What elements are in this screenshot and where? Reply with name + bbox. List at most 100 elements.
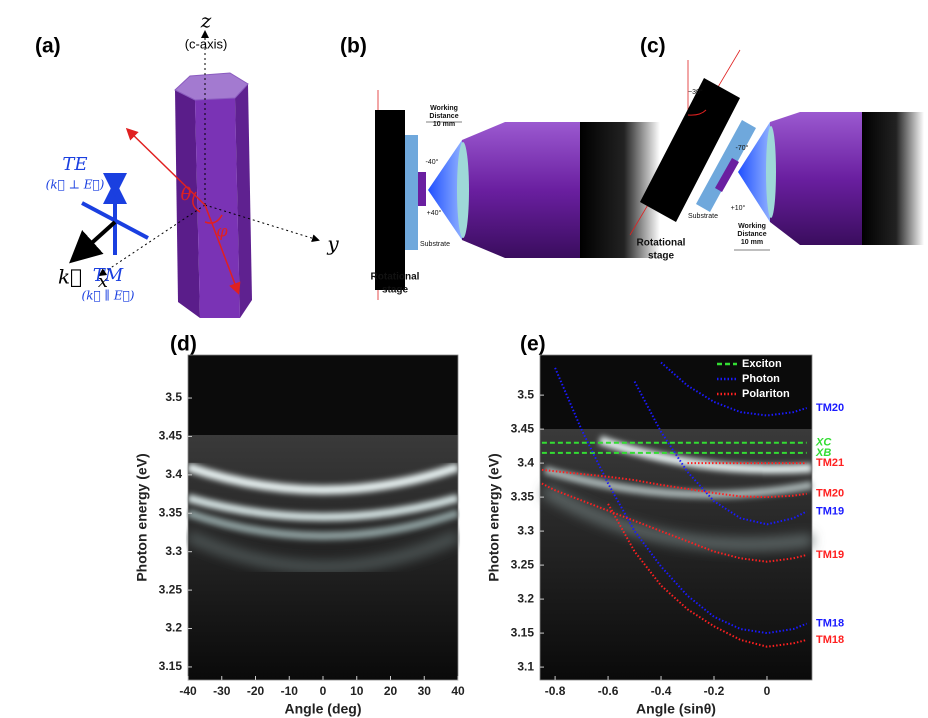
curve-label: TM19	[816, 505, 844, 517]
distance-label: Working	[430, 105, 458, 112]
objective	[770, 112, 862, 245]
image-background	[188, 435, 458, 680]
prism-face	[235, 84, 252, 318]
band	[188, 513, 458, 536]
band	[543, 466, 813, 499]
x-tick-label: -20	[247, 684, 265, 698]
panel-label: (b)	[340, 35, 367, 58]
series-line	[541, 468, 807, 499]
band	[188, 498, 458, 517]
light-cone	[738, 122, 770, 222]
x-tick-label: -0.6	[598, 684, 619, 698]
series-line	[607, 503, 807, 648]
distance-label: 10 mm	[741, 239, 763, 246]
curve-label: TM21	[816, 457, 844, 469]
series-line	[541, 482, 807, 563]
x-tick-label: -0.4	[651, 684, 672, 698]
band	[598, 435, 813, 474]
y-tick-label: 3.3	[165, 544, 182, 558]
panel-b: (b) Working Distance 10 mm -40° +40° Sub…	[340, 35, 660, 300]
y-tick-label: 3.35	[159, 505, 183, 519]
wavevector-label: k⃗	[58, 265, 82, 289]
rotational-stage	[640, 78, 740, 222]
curve-label: TM20	[816, 488, 844, 500]
y-tick-label: 3.1	[517, 659, 534, 673]
lens	[457, 142, 469, 238]
angle-label: -70°	[736, 144, 749, 152]
y-tick-label: 3.4	[517, 455, 534, 469]
legend-label: Photon	[742, 373, 780, 385]
x-axis	[98, 204, 206, 277]
y-tick-label: 3.3	[517, 523, 534, 537]
spectrum-image-d	[188, 355, 458, 680]
panel-label: (a)	[35, 35, 61, 58]
angle-symbol: φ	[216, 222, 228, 241]
x-tick-label: 20	[384, 684, 398, 698]
curve-label: TM18	[816, 634, 844, 646]
y-tick-label: 3.35	[511, 489, 535, 503]
y-tick-label: 3.5	[165, 390, 182, 404]
y-tick-label: 3.25	[159, 582, 183, 596]
panel-label: (c)	[640, 35, 666, 58]
angle-label: -40°	[426, 158, 439, 166]
sample	[418, 172, 426, 206]
prism-face	[195, 98, 240, 318]
k-direction	[125, 127, 206, 206]
axis-name: y	[326, 232, 339, 256]
light-cone	[428, 140, 462, 240]
substrate	[696, 120, 756, 212]
prism-top	[174, 72, 249, 101]
x-tick-label: 30	[418, 684, 432, 698]
x-tick-label: 0	[320, 684, 327, 698]
x-tick-label: 40	[451, 684, 465, 698]
axis-name: z	[200, 9, 212, 33]
sample	[715, 158, 739, 192]
mode-relation: (k⃗ ⊥ E⃗)	[46, 178, 105, 192]
objective-body	[862, 112, 924, 245]
distance-label: Distance	[737, 231, 766, 238]
series-line	[554, 367, 808, 635]
substrate-label: Substrate	[688, 213, 718, 220]
mode-label: TE	[62, 154, 87, 175]
legend-label: Exciton	[742, 358, 782, 370]
band	[188, 536, 458, 567]
field-arrow	[81, 201, 149, 240]
y-tick-label: 3.25	[511, 557, 535, 571]
phi-direction	[204, 204, 241, 295]
curve-label: XB	[815, 447, 831, 459]
panel-a: (a) z (c-axis) y x θ φ TE (k⃗ ⊥ E⃗) TM (…	[35, 9, 339, 318]
panel-label: (d)	[170, 333, 197, 356]
stage-label: stage	[648, 251, 675, 262]
y-axis-label: Photon energy (eV)	[486, 453, 502, 581]
y-tick-label: 3.45	[159, 429, 183, 443]
tilt-label: −30°	[688, 88, 703, 96]
band	[188, 467, 458, 490]
band	[541, 484, 813, 551]
x-tick-label: -30	[213, 684, 231, 698]
x-axis-label: Angle (sinθ)	[636, 701, 716, 717]
legend-label: Polariton	[742, 388, 790, 400]
spectrum-image-e	[540, 355, 813, 680]
x-tick-label: 0	[764, 684, 771, 698]
curve-label: XC	[815, 437, 832, 449]
y-axis-label: Photon energy (eV)	[134, 453, 150, 581]
mode-label: TM	[93, 265, 124, 286]
angle-symbol: θ	[181, 184, 192, 205]
stage-label: stage	[382, 285, 409, 296]
y-tick-label: 3.15	[511, 625, 535, 639]
y-tick-label: 3.4	[165, 467, 182, 481]
plot-frame	[539, 354, 813, 681]
y-tick-label: 3.5	[517, 387, 534, 401]
panel-c: (c) −30° -70° +10° Substrate Working Dis…	[629, 35, 924, 262]
distance-label: Distance	[429, 113, 458, 120]
distance-label: 10 mm	[433, 121, 455, 128]
angle-label: +10°	[731, 204, 746, 212]
mode-relation: (k⃗ ∥ E⃗)	[82, 289, 135, 303]
wavevector-arrow	[69, 220, 117, 264]
panel-label: (e)	[520, 333, 546, 356]
objective	[462, 122, 580, 258]
angle-label: +40°	[427, 209, 442, 217]
x-tick-label: 10	[350, 684, 364, 698]
y-tick-label: 3.45	[511, 421, 535, 435]
